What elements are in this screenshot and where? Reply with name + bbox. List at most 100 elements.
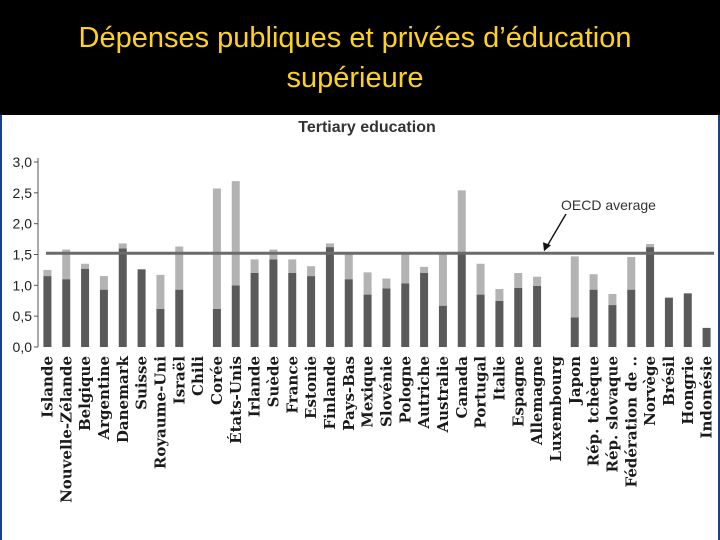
bars-group [43,181,711,347]
y-tick-label: 0,5 [13,308,33,324]
bar-private [533,276,542,286]
bar-private [514,273,523,288]
category-label: Autriche [415,356,433,430]
category-label: Portugal [472,356,490,429]
category-label: Corée [208,356,226,405]
bar-public [212,308,221,347]
average-group: OECD average [46,197,714,255]
bar-public [608,305,617,347]
category-label: Norvège [641,356,659,426]
category-label: Israël [170,356,188,405]
bar-private [363,272,372,295]
bar-private [457,190,466,254]
bar-public [175,289,184,347]
bar-public [137,269,146,347]
category-label: Danemark [114,355,132,443]
bar-public [269,259,278,347]
category-label: Fédération de .. [622,356,640,487]
bar-public [476,294,485,347]
bar-private [325,243,334,248]
bar-private [495,289,504,301]
bar-private [288,259,297,273]
category-label: Chili [189,356,207,396]
bar-private [156,274,165,309]
y-axis: 3,0 2,5 2,0 1,5 1,0 0,5 0,0 [13,154,39,355]
chart-title: Tertiary education [298,119,436,136]
bar-public [702,327,711,347]
bar-private [608,293,617,306]
bar-public [627,289,636,347]
y-tick-label: 2,5 [13,185,33,201]
bar-public [382,288,391,347]
bar-public [664,297,673,347]
y-tick-label: 1,5 [13,247,33,263]
category-labels: Islande Nouvelle-Zélande Belgique Argentine… [38,355,715,502]
y-tick-label: 1,0 [13,277,33,293]
category-label: Hongrie [679,356,697,425]
bar-public [344,279,353,347]
category-label: Rép. tchèque [585,356,603,466]
y-tick-label: 2,0 [13,216,33,232]
category-label: Indonésie [698,356,716,439]
bar-private [99,276,108,290]
bar-public [401,283,410,347]
bar-private [307,266,316,277]
bar-public [81,268,90,347]
category-label: Pologne [396,356,414,424]
category-label: Rép. slovaque [603,356,621,472]
bar-public [307,276,316,347]
bar-public [250,273,259,347]
left-border-strip [0,115,2,540]
bar-public [438,305,447,347]
oecd-average-annotation: OECD average [561,197,656,213]
bar-private [627,256,636,290]
slide-title-line1: Dépenses publiques et privées d’éducatio… [78,22,632,54]
category-label: Islande [38,356,56,418]
category-label: Pays-Bas [340,356,358,431]
category-label: Nouvelle-Zélande [57,356,75,503]
category-label: Brésil [660,356,678,406]
bar-public [99,289,108,347]
slide-header: Dépenses publiques et privées d’éducatio… [0,0,720,115]
bar-public [589,289,598,347]
category-label: Japon [566,356,584,406]
bar-public [495,300,504,347]
bar-private [476,263,485,295]
category-label: États-Unis [227,356,245,444]
bar-private [212,188,221,309]
category-label: Australie [434,356,452,433]
bar-public [646,247,655,347]
bar-private [231,181,240,286]
bar-private [589,274,598,290]
bar-public [156,308,165,347]
bar-public [420,273,429,347]
category-label: Argentine [95,356,113,441]
bar-private [646,244,655,248]
bar-public [363,294,372,347]
category-label: Canada [453,356,471,419]
bar-private [175,246,184,290]
bar-public [325,247,334,347]
bar-public [118,248,127,347]
right-border-strip [718,115,720,540]
category-label: Slovénie [377,356,395,427]
category-label: Suède [264,356,282,407]
bar-public [683,293,692,347]
category-label: Allemagne [528,356,546,446]
category-label: Royaume-Uni [151,356,169,469]
bar-private [43,269,52,277]
bar-public [570,317,579,347]
bar-public [62,279,71,347]
category-label: Irlande [246,356,264,417]
category-label: France [283,356,301,414]
category-label: Estonie [302,356,320,419]
bar-public [514,287,523,347]
category-label: Finlande [321,356,339,430]
bar-private [438,253,447,306]
bar-private [382,278,391,289]
bar-private [570,256,579,318]
oecd-average-arrow-shaft [546,213,567,247]
bar-private [250,259,259,273]
category-label: Luxembourg [547,355,565,461]
